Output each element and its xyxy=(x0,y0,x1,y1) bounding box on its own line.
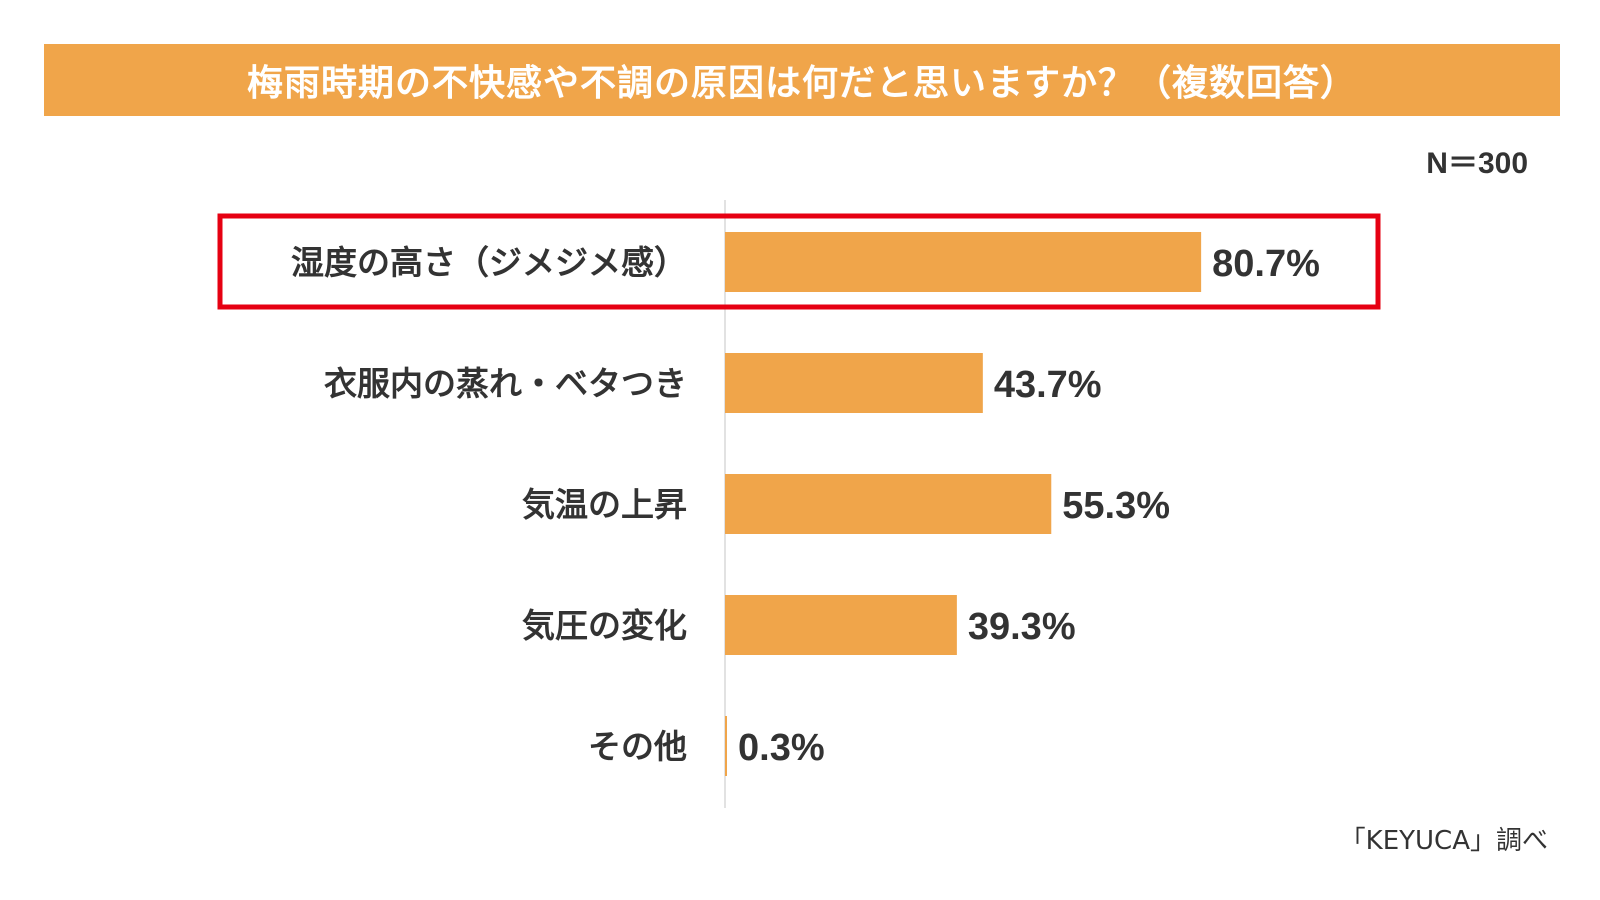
bar xyxy=(725,232,1202,292)
category-label: 気温の上昇 xyxy=(522,485,687,524)
value-label: 43.7% xyxy=(994,364,1102,406)
value-label: 55.3% xyxy=(1062,485,1170,527)
category-label: 衣服内の蒸れ・ベタつき xyxy=(324,364,687,403)
highlight-box xyxy=(217,213,1381,310)
category-label: 気圧の変化 xyxy=(522,606,687,645)
chart-title-bar: 梅雨時期の不快感や不調の原因は何だと思いますか？（複数回答） xyxy=(44,44,1560,116)
bar xyxy=(725,595,957,655)
source-label: 「KEYUCA」調べ xyxy=(1339,826,1548,856)
bar xyxy=(725,474,1052,534)
category-label: 湿度の高さ（ジメジメ感） xyxy=(291,243,687,282)
value-label: 0.3% xyxy=(738,727,825,769)
sample-size-label: N＝300 xyxy=(1426,147,1528,180)
value-label: 39.3% xyxy=(968,606,1076,648)
bar xyxy=(725,716,727,776)
value-label: 80.7% xyxy=(1212,243,1320,285)
bar xyxy=(725,353,983,413)
chart-title: 梅雨時期の不快感や不調の原因は何だと思いますか？（複数回答） xyxy=(246,63,1357,104)
category-label: その他 xyxy=(588,727,687,766)
